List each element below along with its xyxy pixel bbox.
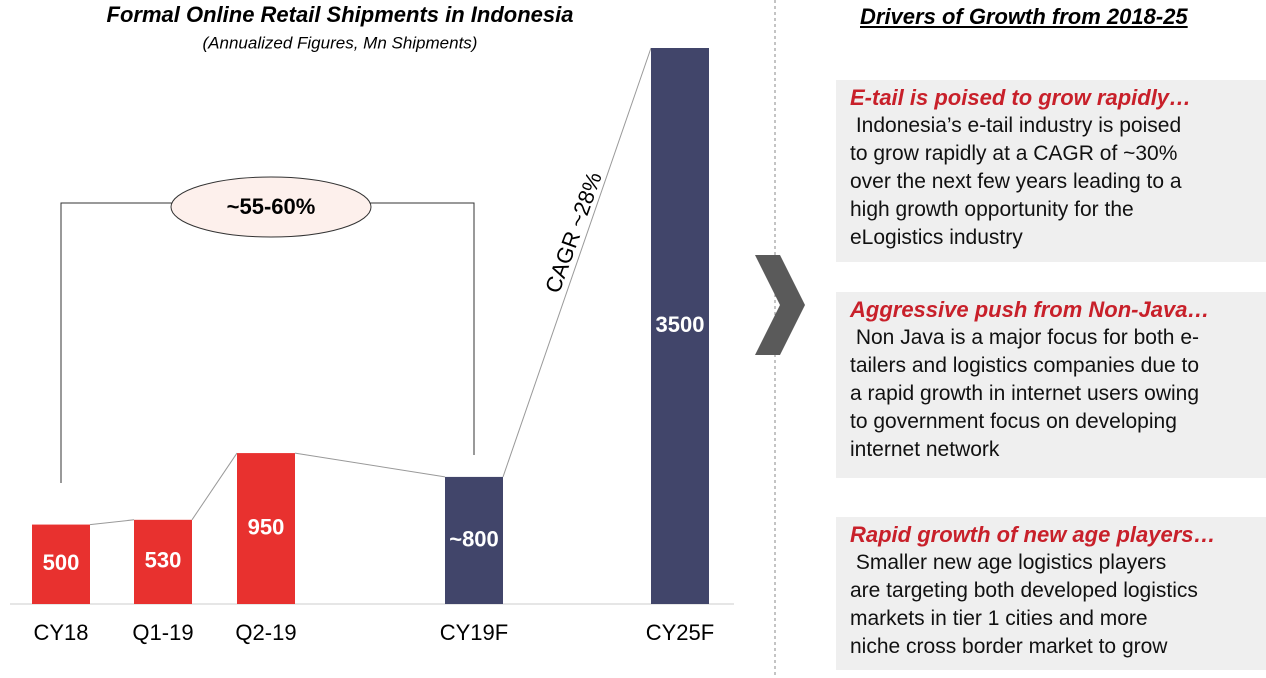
data-label: 530 [145,548,182,573]
driver-text: to grow rapidly at a CAGR of ~30% [850,142,1178,165]
x-tick-label: CY19F [440,620,508,645]
connector [191,452,238,521]
driver-text: over the next few years leading to a [850,170,1182,193]
bar [134,519,192,604]
driver-text: internet network [850,438,1000,461]
driver-heading: E-tail is poised to grow rapidly… [850,85,1192,110]
bracket [60,202,172,483]
driver-text: high growth opportunity for the [850,198,1134,221]
annotation-ellipse [170,176,372,238]
bar [651,48,709,604]
panel-title: Drivers of Growth from 2018-25 [860,4,1188,29]
annotation: ~55-60% [227,194,316,219]
driver-text: markets in tier 1 cities and more [850,607,1148,630]
x-tick-label: CY18 [33,620,88,645]
bar [32,524,90,604]
data-label: 3500 [656,312,705,337]
data-label: 500 [43,550,80,575]
data-label: 950 [248,514,285,539]
bar [445,476,503,604]
connector [89,519,135,526]
driver-box: Aggressive push from Non-Java… Non Java … [836,292,1266,478]
x-tick-label: CY25F [646,620,714,645]
connector [294,452,446,478]
bracket [370,202,475,455]
connector [502,47,652,478]
driver-text: are targeting both developed logistics [850,579,1198,602]
x-tick-label: Q2-19 [235,620,296,645]
annotation: CAGR ~28% [540,169,607,296]
driver-text: niche cross border market to grow [850,635,1168,658]
driver-text: tailers and logistics companies due to [850,354,1200,377]
bar [237,453,295,604]
driver-text: Indonesia’s e-tail industry is poised [850,114,1182,137]
driver-text: to government focus on developing [850,410,1177,433]
driver-text: Smaller new age logistics players [850,551,1167,574]
x-tick-label: Q1-19 [132,620,193,645]
driver-box: E-tail is poised to grow rapidly… Indone… [836,80,1266,262]
chart-subtitle: (Annualized Figures, Mn Shipments) [203,33,478,52]
chevron [755,255,805,355]
driver-heading: Rapid growth of new age players… [850,522,1216,547]
data-label: ~800 [449,526,499,551]
driver-box: Rapid growth of new age players… Smaller… [836,517,1266,670]
chart-title: Formal Online Retail Shipments in Indone… [107,2,574,27]
driver-text: eLogistics industry [850,226,1023,249]
driver-heading: Aggressive push from Non-Java… [850,297,1210,322]
driver-text: Non Java is a major focus for both e- [850,326,1199,349]
driver-text: a rapid growth in internet users owing [850,382,1200,405]
